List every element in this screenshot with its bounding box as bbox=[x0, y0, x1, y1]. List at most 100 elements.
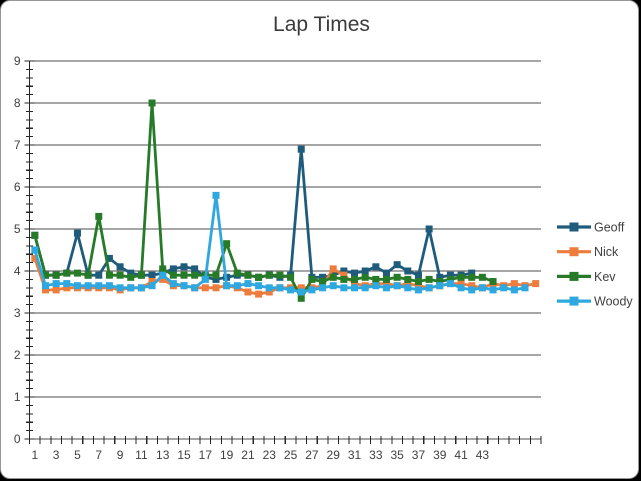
data-point-nick bbox=[340, 271, 348, 279]
y-tick-label: 0 bbox=[14, 432, 21, 446]
data-point-geoff bbox=[372, 263, 380, 271]
data-point-geoff bbox=[148, 271, 156, 279]
x-tick-label: 39 bbox=[433, 448, 447, 462]
data-point-woody bbox=[329, 282, 337, 290]
data-point-woody bbox=[287, 286, 295, 294]
data-point-woody bbox=[233, 282, 241, 290]
data-point-woody bbox=[180, 282, 188, 290]
legend-marker-geoff bbox=[569, 222, 579, 232]
data-point-woody bbox=[297, 288, 305, 296]
data-point-woody bbox=[244, 280, 252, 288]
y-tick-label: 8 bbox=[14, 96, 21, 110]
data-point-kev bbox=[351, 275, 359, 283]
x-tick-label: 17 bbox=[199, 448, 213, 462]
data-point-kev bbox=[414, 278, 422, 285]
data-point-kev bbox=[404, 275, 412, 283]
legend-label-nick: Nick bbox=[594, 245, 619, 259]
data-point-woody bbox=[446, 280, 454, 288]
data-point-kev bbox=[393, 273, 401, 281]
data-point-geoff bbox=[105, 254, 113, 262]
data-point-nick bbox=[63, 284, 71, 292]
x-tick-label: 19 bbox=[220, 448, 234, 462]
data-point-woody bbox=[478, 284, 486, 292]
data-point-kev bbox=[468, 273, 476, 281]
data-point-geoff bbox=[169, 265, 177, 273]
data-point-kev bbox=[297, 294, 305, 302]
data-point-woody bbox=[436, 282, 444, 290]
data-point-nick bbox=[255, 290, 263, 298]
y-tick-label: 1 bbox=[14, 390, 21, 404]
data-point-nick bbox=[244, 288, 252, 296]
data-point-kev bbox=[52, 271, 60, 279]
data-point-nick bbox=[414, 282, 422, 290]
data-point-nick bbox=[404, 280, 412, 288]
x-tick-label: 1 bbox=[31, 448, 38, 462]
data-point-kev bbox=[41, 271, 49, 279]
data-point-woody bbox=[265, 284, 273, 292]
data-point-geoff bbox=[297, 145, 305, 153]
x-tick-label: 41 bbox=[454, 448, 468, 462]
y-tick-label: 2 bbox=[14, 348, 21, 362]
data-point-geoff bbox=[180, 263, 188, 271]
data-point-kev bbox=[276, 271, 284, 279]
data-point-geoff bbox=[319, 273, 327, 281]
data-point-kev bbox=[478, 273, 486, 281]
data-point-woody bbox=[201, 275, 209, 283]
data-point-kev bbox=[159, 265, 167, 273]
data-point-geoff bbox=[404, 267, 412, 275]
data-point-woody bbox=[404, 284, 412, 292]
data-point-kev bbox=[329, 273, 337, 281]
data-point-woody bbox=[414, 286, 422, 294]
x-tick-label: 11 bbox=[135, 448, 148, 462]
data-point-nick bbox=[41, 286, 49, 294]
data-point-woody bbox=[84, 282, 92, 290]
data-point-geoff bbox=[351, 269, 359, 277]
data-point-kev bbox=[287, 273, 295, 281]
data-point-woody bbox=[52, 280, 60, 288]
data-point-woody bbox=[223, 282, 231, 290]
data-point-nick bbox=[457, 280, 465, 288]
data-point-kev bbox=[148, 99, 156, 107]
data-point-woody bbox=[308, 286, 316, 294]
data-point-geoff bbox=[127, 269, 135, 277]
data-point-nick bbox=[532, 280, 540, 288]
data-point-woody bbox=[510, 286, 518, 294]
data-point-nick bbox=[212, 284, 220, 292]
data-point-woody bbox=[116, 284, 124, 292]
data-point-woody bbox=[169, 280, 177, 288]
data-point-kev bbox=[180, 271, 188, 279]
data-point-woody bbox=[63, 280, 71, 288]
x-tick-label: 31 bbox=[348, 448, 362, 462]
data-point-nick bbox=[351, 280, 359, 288]
data-point-nick bbox=[265, 288, 273, 296]
x-tick-label: 35 bbox=[390, 448, 404, 462]
x-tick-label: 29 bbox=[327, 448, 341, 462]
data-point-kev bbox=[127, 273, 135, 281]
data-point-nick bbox=[52, 286, 60, 294]
data-point-kev bbox=[436, 278, 444, 285]
legend-label-kev: Kev bbox=[594, 270, 616, 284]
data-point-kev bbox=[446, 275, 454, 283]
data-point-geoff bbox=[95, 271, 103, 279]
x-tick-label: 27 bbox=[305, 448, 319, 462]
data-point-woody bbox=[105, 282, 113, 290]
data-point-woody bbox=[159, 271, 167, 279]
data-point-geoff bbox=[436, 273, 444, 281]
data-point-kev bbox=[233, 269, 241, 277]
data-point-geoff bbox=[212, 275, 220, 283]
data-point-nick bbox=[510, 280, 518, 288]
legend-marker-woody bbox=[569, 296, 579, 306]
data-point-nick bbox=[148, 278, 156, 285]
data-point-woody bbox=[41, 282, 49, 290]
data-point-geoff bbox=[191, 265, 199, 273]
x-tick-label: 9 bbox=[117, 448, 124, 462]
x-tick-label: 43 bbox=[476, 448, 490, 462]
data-point-woody bbox=[468, 286, 476, 294]
data-point-nick bbox=[31, 254, 39, 262]
data-point-kev bbox=[308, 275, 316, 283]
data-point-kev bbox=[489, 278, 497, 285]
data-point-kev bbox=[244, 271, 252, 279]
data-point-woody bbox=[425, 284, 433, 292]
y-tick-label: 7 bbox=[14, 138, 21, 152]
